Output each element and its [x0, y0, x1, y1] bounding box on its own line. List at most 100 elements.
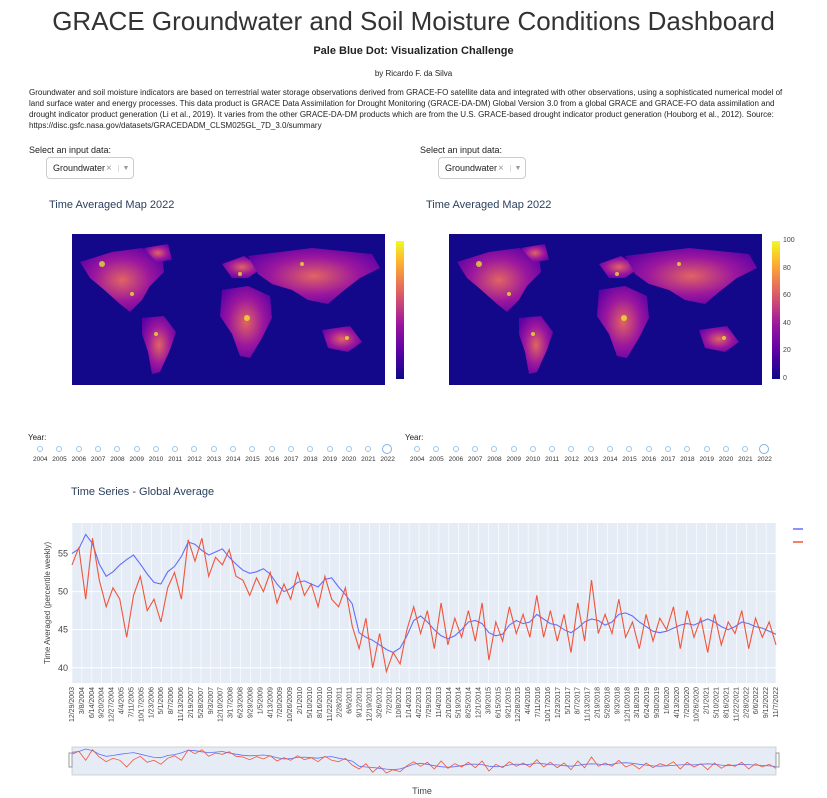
year-slider-mark[interactable]: [742, 446, 749, 452]
x-tick-label: 12/19/2011: [366, 687, 373, 722]
year-slider-mark[interactable]: [37, 446, 43, 452]
x-tick-label: 1/14/2013: [406, 687, 413, 718]
x-tick-label: 2/28/2011: [337, 687, 344, 718]
year-slider-mark[interactable]: [452, 446, 459, 452]
year-slider-mark[interactable]: [210, 446, 217, 452]
x-tick-label: 10/17/2005: [138, 687, 145, 722]
range-series-red: [71, 749, 777, 774]
year-slider-label: 2021: [361, 456, 376, 463]
y-tick-label: 40: [58, 663, 68, 673]
year-slider-label: 2021: [738, 456, 753, 463]
colorbar-tick: 80: [783, 264, 791, 272]
x-tick-label: 12/27/2004: [109, 687, 116, 722]
x-tick-label: 6/24/2019: [644, 687, 651, 718]
year-slider-mark[interactable]: [94, 446, 101, 452]
year-slider-mark[interactable]: [268, 446, 275, 452]
year-slider-label: 2010: [148, 456, 164, 463]
x-tick-label: 12/29/2003: [69, 687, 76, 722]
x-tick-label: 2/1/2021: [704, 687, 711, 714]
year-slider-mark[interactable]: [587, 446, 594, 452]
clear-icon[interactable]: ×: [498, 162, 504, 174]
year-slider-mark[interactable]: [249, 446, 256, 452]
x-tick-label: 9/30/2019: [654, 687, 661, 718]
author-byline: by Ricardo F. da Silva: [374, 69, 453, 78]
range-slider: [71, 746, 777, 776]
year-slider-mark[interactable]: [510, 446, 517, 452]
year-slider-label: 2022: [757, 456, 772, 463]
year-slider-mark[interactable]: [549, 446, 556, 452]
time-series-chart[interactable]: 40 45 50 55 12/29/2003 3/8/2004 6/14/2004 9/20/…: [0, 505, 827, 798]
y-tick-label: 45: [58, 625, 68, 635]
year-slider-mark[interactable]: [491, 446, 498, 452]
year-slider-mark[interactable]: [172, 446, 179, 452]
x-tick-label: 11/4/2013: [436, 687, 443, 718]
year-slider-label: 2009: [506, 456, 521, 463]
year-slider-mark[interactable]: [365, 446, 372, 452]
x-tick-label: 6/6/2011: [347, 687, 354, 714]
year-slider-label: 2014: [603, 456, 618, 463]
year-slider-label: 2007: [90, 456, 106, 463]
x-tick-label: 10/17/2016: [545, 687, 552, 722]
year-slider-mark[interactable]: [414, 446, 420, 452]
year-slider-mark[interactable]: [664, 446, 671, 452]
x-tick-label: 8/16/2021: [723, 687, 730, 718]
year-slider-mark[interactable]: [382, 444, 393, 454]
x-tick-label: 7/20/2009: [277, 687, 284, 718]
x-tick-label: 1/6/2020: [664, 687, 671, 714]
year-slider-mark[interactable]: [133, 446, 140, 452]
year-slider-mark[interactable]: [759, 444, 770, 454]
year-slider-label: 2015: [622, 456, 637, 463]
year-slider-mark[interactable]: [529, 446, 536, 452]
right-year-slider[interactable]: 2004 2005 2006 2007 2008 2009 2010 2011 2012 2013…: [410, 444, 780, 466]
year-slider-mark[interactable]: [345, 446, 352, 452]
right-colorbar: [772, 241, 780, 379]
year-slider-mark[interactable]: [307, 446, 314, 452]
x-tick-label: 3/9/2015: [485, 687, 492, 714]
y-axis-label: Time Averaged (percentile weekly): [43, 542, 52, 665]
chevron-down-icon[interactable]: ▼: [118, 164, 133, 172]
right-colorbar-ticks: 100 80 60 40 20 0: [783, 237, 813, 383]
left-year-slider[interactable]: 2004 2005 2006 2007 2008 2009 2010 2011 2012 2013…: [33, 444, 403, 466]
year-slider-label: 2005: [429, 456, 444, 463]
x-tick-label: 7/20/2020: [684, 687, 691, 718]
year-slider-mark[interactable]: [56, 446, 63, 452]
year-slider-mark[interactable]: [287, 446, 294, 452]
year-slider-mark[interactable]: [568, 446, 575, 452]
year-slider-mark[interactable]: [471, 446, 478, 452]
x-tick-label: 2/19/2007: [188, 687, 195, 718]
x-tick-label: 6/15/2015: [495, 687, 502, 718]
left-data-select[interactable]: Groundwater × ▼: [46, 157, 134, 179]
year-slider-mark[interactable]: [75, 446, 82, 452]
year-slider-mark[interactable]: [607, 446, 613, 452]
year-slider-mark[interactable]: [722, 446, 729, 452]
x-tick-label: 6/6/2022: [753, 687, 760, 714]
year-slider-label: 2013: [206, 456, 222, 463]
year-slider-mark[interactable]: [326, 446, 333, 452]
plot-area: [72, 523, 776, 683]
year-slider-mark[interactable]: [114, 446, 121, 452]
x-tick-label: 4/4/2005: [119, 687, 126, 714]
x-tick-label: 3/8/2004: [79, 687, 86, 714]
chevron-down-icon[interactable]: ▼: [510, 164, 525, 172]
year-slider-mark[interactable]: [703, 446, 710, 452]
x-tick-label: 5/10/2010: [307, 687, 314, 718]
range-handle-right: [775, 752, 780, 768]
year-slider-mark[interactable]: [152, 446, 159, 452]
x-tick-label: 8/16/2010: [317, 687, 324, 718]
x-tick-label: 8/25/2014: [466, 687, 473, 718]
year-slider-label: 2016: [641, 456, 657, 463]
x-tick-label: 4/22/2013: [416, 687, 423, 718]
year-slider-mark[interactable]: [626, 446, 633, 452]
year-slider-label: 2008: [110, 456, 125, 463]
year-slider-mark[interactable]: [645, 446, 652, 452]
year-slider-mark[interactable]: [191, 446, 198, 452]
right-data-select[interactable]: Groundwater × ▼: [438, 157, 526, 179]
year-slider-label: 2020: [341, 456, 357, 463]
year-slider-mark[interactable]: [230, 446, 236, 452]
x-tick-label: 9/20/2004: [99, 687, 106, 718]
year-slider-mark[interactable]: [684, 446, 691, 452]
year-slider-mark[interactable]: [433, 446, 440, 452]
clear-icon[interactable]: ×: [106, 162, 112, 174]
year-slider-label: 2011: [545, 456, 560, 463]
x-tick-label: 5/1/2006: [158, 687, 165, 714]
